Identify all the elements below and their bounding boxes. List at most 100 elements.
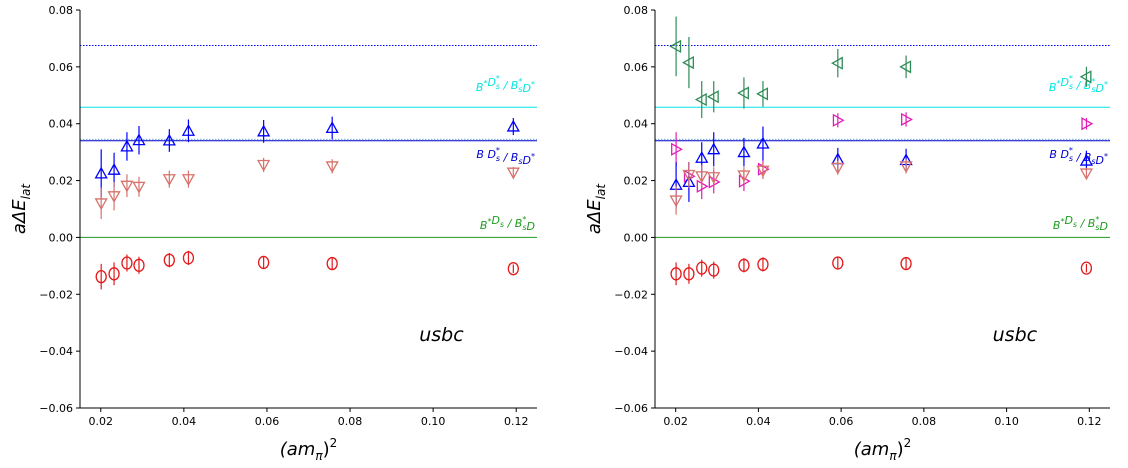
data-point — [107, 162, 121, 175]
data-point — [756, 136, 770, 149]
line-label-part: D — [523, 154, 531, 167]
data-point — [696, 261, 708, 275]
y-tick-label: 0.00 — [624, 231, 649, 244]
panel-right: B*D* s / B* sD*B D* s / BsD*B*Ds / B* sD0.02… — [584, 4, 1110, 463]
line-label-sub: s — [1069, 154, 1073, 163]
line-label-sub: s — [1073, 220, 1077, 229]
series-triangle-down — [94, 157, 520, 219]
data-point — [133, 258, 145, 272]
data-point — [899, 60, 912, 74]
line-label-sub: s — [1095, 223, 1099, 232]
x-axis-label-sup: 2 — [330, 436, 338, 450]
series-circle — [670, 256, 1093, 286]
x-axis-label-close: ) — [897, 439, 904, 460]
data-point — [120, 180, 134, 193]
line-label-part: D — [523, 82, 531, 95]
data-point — [670, 267, 682, 281]
data-point — [830, 56, 843, 70]
line-label-part: B — [480, 219, 488, 232]
line-label-sup: * — [483, 79, 487, 88]
data-point — [900, 256, 912, 271]
line-label-part: B — [476, 81, 484, 94]
data-point — [162, 133, 176, 146]
line-label: B*D* s / B* sD* — [1049, 74, 1108, 95]
x-axis-label: (amπ)2 — [280, 436, 338, 463]
data-point — [669, 39, 682, 53]
data-point — [257, 124, 271, 137]
y-tick-label: 0.02 — [49, 175, 74, 188]
line-label-part: B — [476, 148, 484, 161]
line-label-part: D — [1064, 214, 1072, 227]
data-point — [132, 133, 146, 146]
panel-annotation: usbc — [419, 324, 464, 346]
line-label-part: B — [1088, 217, 1096, 230]
x-tick-label: 0.02 — [663, 415, 688, 428]
data-point — [132, 181, 146, 194]
line-label-sup: * — [531, 152, 535, 161]
data-point — [95, 270, 107, 284]
data-point — [832, 256, 844, 270]
line-label-part: B — [1053, 219, 1061, 232]
data-point — [706, 90, 719, 104]
line-label-sup: * — [1104, 80, 1108, 89]
line-label-sup: * — [1060, 217, 1064, 226]
x-tick-label: 0.08 — [338, 415, 363, 428]
data-point — [182, 251, 195, 265]
line-label-sup: * — [531, 80, 535, 89]
y-axis-label-base: aΔE — [584, 199, 605, 234]
data-point — [1079, 168, 1094, 181]
line-label-sup: * — [496, 146, 500, 155]
panel-left: B*D* s / B* sD*B D* s / BsD*B*Ds / B* sD0.02… — [9, 4, 537, 463]
data-point — [325, 121, 339, 134]
data-point — [257, 159, 271, 172]
line-label: B D* s / BsD* — [1049, 146, 1108, 167]
series-triangle-up — [94, 116, 520, 198]
x-tick-label: 0.02 — [89, 415, 114, 428]
data-point — [707, 142, 721, 155]
line-label-part: / — [1073, 79, 1084, 92]
data-point — [107, 191, 121, 204]
data-point — [669, 195, 683, 208]
y-tick-label: 0.06 — [49, 61, 74, 74]
line-label-part: D — [1096, 154, 1104, 167]
data-point — [831, 162, 845, 175]
data-point — [1080, 261, 1093, 275]
line-label-sub: s — [1069, 82, 1073, 91]
data-point — [682, 55, 694, 70]
y-tick-label: −0.04 — [614, 345, 648, 358]
series-circle — [95, 250, 519, 290]
line-label-part: D — [1100, 220, 1108, 233]
line-label-part: B — [511, 79, 519, 92]
y-tick-label: 0.08 — [624, 4, 649, 17]
x-axis-label-base: (am — [854, 439, 890, 460]
y-tick-label: 0.02 — [624, 175, 649, 188]
y-tick-label: −0.06 — [614, 402, 648, 415]
x-axis-label-sup: 2 — [904, 436, 912, 450]
line-label-part: / — [500, 79, 511, 92]
line-label-sub: s — [1091, 85, 1095, 94]
x-tick-label: 0.10 — [421, 415, 446, 428]
data-point — [738, 258, 750, 272]
data-point — [901, 112, 913, 127]
line-label-sup: * — [487, 217, 491, 226]
line-label-sup: * — [1069, 74, 1073, 83]
data-point — [120, 139, 134, 152]
data-point — [507, 262, 519, 276]
line-label-sup: * — [1069, 146, 1073, 155]
line-label-part: / — [1077, 217, 1088, 230]
y-axis-label-sub: lat — [19, 183, 33, 200]
line-label-part: B — [1084, 79, 1092, 92]
line-label: B*Ds / B* sD — [1053, 214, 1108, 233]
data-point — [1081, 117, 1094, 131]
y-tick-label: 0.00 — [49, 231, 74, 244]
y-axis-label: aΔElat — [584, 183, 608, 234]
y-tick-label: 0.06 — [624, 61, 649, 74]
line-label-sub: s — [518, 157, 522, 166]
series-triangle-left — [669, 16, 1092, 119]
data-point — [707, 172, 721, 184]
line-label-sup: * — [1091, 77, 1095, 86]
x-tick-label: 0.12 — [1077, 415, 1102, 428]
line-label-part: B — [511, 151, 519, 164]
x-tick-label: 0.06 — [829, 415, 854, 428]
